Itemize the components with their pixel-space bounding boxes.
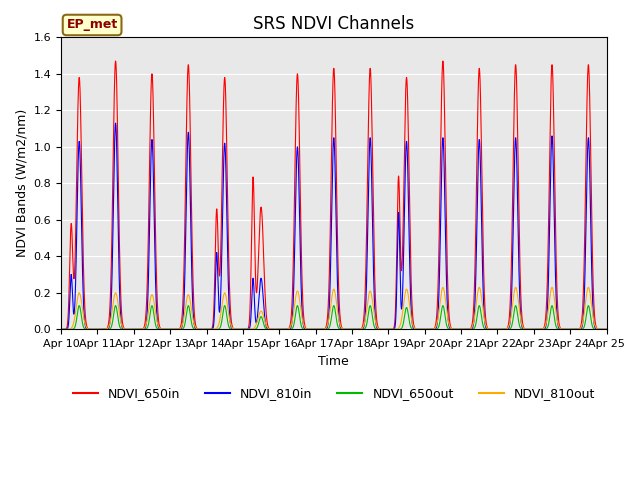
Legend: NDVI_650in, NDVI_810in, NDVI_650out, NDVI_810out: NDVI_650in, NDVI_810in, NDVI_650out, NDV… [68,382,600,405]
Title: SRS NDVI Channels: SRS NDVI Channels [253,15,415,33]
X-axis label: Time: Time [319,355,349,368]
Text: EP_met: EP_met [67,19,118,32]
Y-axis label: NDVI Bands (W/m2/nm): NDVI Bands (W/m2/nm) [15,109,28,257]
